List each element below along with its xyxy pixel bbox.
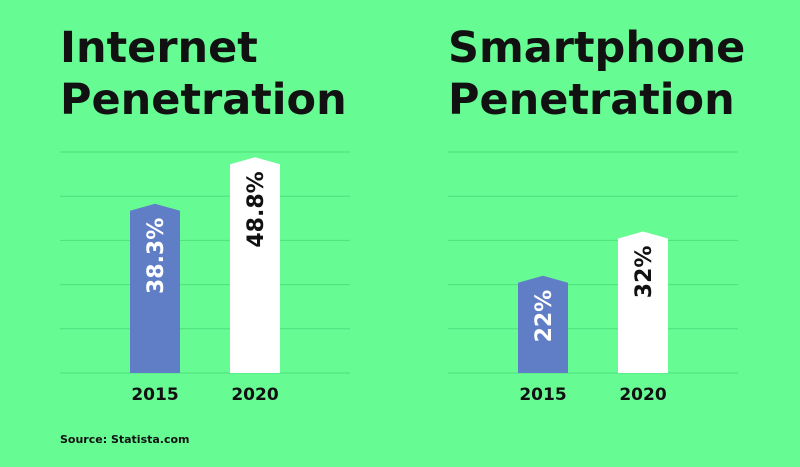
smartphone-data-label-2015: 22% bbox=[532, 290, 557, 343]
smartphone-bar-2015 bbox=[518, 275, 568, 373]
internet-data-label-2015: 38.3% bbox=[144, 218, 169, 294]
internet-bar-2015 bbox=[130, 203, 180, 373]
internet-title-line-2: Penetration bbox=[60, 75, 347, 125]
internet-data-label-2020: 48.8% bbox=[244, 171, 269, 247]
internet-tick-label-2015: 2015 bbox=[131, 385, 178, 405]
smartphone-tick-label-2015: 2015 bbox=[519, 385, 566, 405]
internet-tick-label-2020: 2020 bbox=[231, 385, 278, 405]
internet-bar-2020 bbox=[230, 157, 280, 373]
smartphone-title-line-2: Penetration bbox=[448, 75, 735, 125]
internet-title-line-1: Internet bbox=[60, 23, 258, 73]
smartphone-bar-2020 bbox=[618, 231, 668, 373]
smartphone-tick-label-2020: 2020 bbox=[619, 385, 666, 405]
smartphone-data-label-2020: 32% bbox=[632, 246, 657, 299]
smartphone-title-line-1: Smartphone bbox=[448, 23, 746, 73]
internet-chart-title: Internet Penetration bbox=[60, 22, 347, 126]
smartphone-chart-title: Smartphone Penetration bbox=[448, 22, 745, 126]
source-note: Source: Statista.com bbox=[60, 433, 190, 446]
